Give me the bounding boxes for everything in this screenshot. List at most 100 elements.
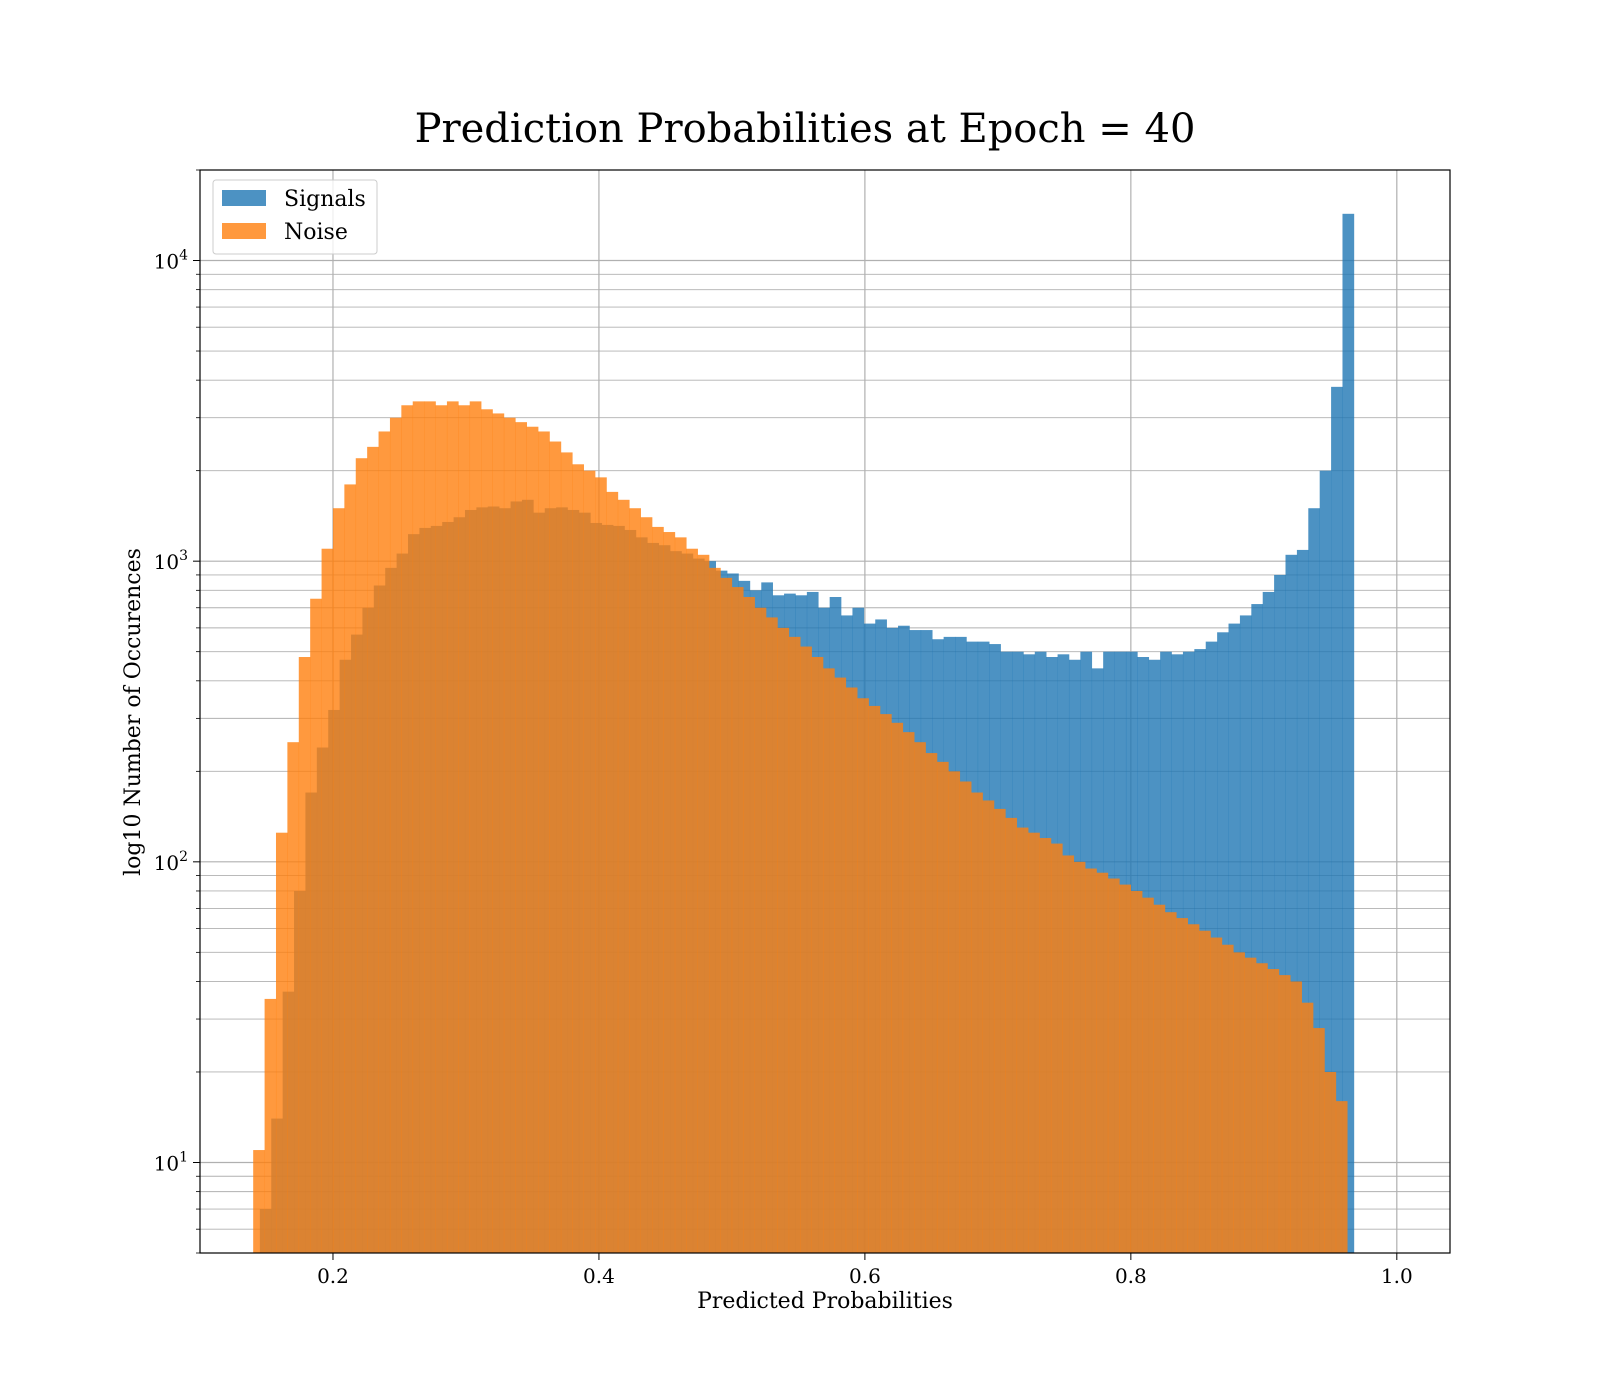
noise-bar bbox=[1096, 872, 1109, 1253]
noise-bar bbox=[1153, 904, 1166, 1253]
noise-bar bbox=[344, 484, 357, 1253]
noise-bar bbox=[1142, 897, 1154, 1253]
y-tick-label: 103 bbox=[154, 548, 188, 574]
y-tick-label: 104 bbox=[154, 248, 188, 274]
noise-bar bbox=[777, 627, 790, 1253]
noise-bar bbox=[1176, 918, 1188, 1253]
noise-bar bbox=[481, 409, 493, 1254]
noise-bar bbox=[766, 617, 778, 1253]
noise-bar bbox=[264, 998, 277, 1253]
noise-bar bbox=[401, 405, 414, 1253]
noise-bars bbox=[253, 401, 1348, 1254]
x-tick-label: 0.4 bbox=[583, 1264, 615, 1288]
noise-bar bbox=[1119, 884, 1132, 1253]
noise-bar bbox=[435, 405, 448, 1253]
noise-bar bbox=[948, 771, 961, 1253]
noise-bar bbox=[868, 705, 881, 1253]
y-tick-label: 101 bbox=[154, 1149, 188, 1175]
noise-bar bbox=[549, 441, 562, 1254]
signals-bar bbox=[1217, 632, 1229, 1253]
noise-bar bbox=[1199, 930, 1211, 1253]
noise-bar bbox=[538, 431, 550, 1253]
noise-bar bbox=[275, 832, 288, 1253]
noise-bar bbox=[1016, 827, 1029, 1253]
noise-bar bbox=[857, 698, 869, 1253]
chart-title: Prediction Probabilities at Epoch = 40 bbox=[415, 106, 1196, 152]
noise-bar bbox=[709, 567, 721, 1253]
noise-bar bbox=[697, 554, 710, 1253]
noise-bar bbox=[845, 687, 858, 1253]
noise-bar bbox=[1278, 975, 1291, 1253]
signals-bar bbox=[1308, 508, 1320, 1253]
noise-bar bbox=[686, 548, 698, 1253]
noise-bar bbox=[936, 761, 949, 1253]
x-tick-label: 1.0 bbox=[1381, 1264, 1413, 1288]
noise-bar bbox=[1187, 924, 1200, 1253]
y-tick-label: 102 bbox=[154, 849, 188, 875]
noise-bar bbox=[959, 781, 972, 1253]
noise-bar bbox=[1107, 878, 1120, 1253]
noise-bar bbox=[1244, 957, 1257, 1253]
legend-label-signals: Signals bbox=[284, 187, 366, 212]
noise-bar bbox=[503, 417, 516, 1253]
noise-bar bbox=[469, 401, 482, 1253]
noise-bar bbox=[378, 431, 391, 1253]
noise-bar bbox=[1085, 868, 1097, 1253]
noise-bar bbox=[253, 1150, 265, 1253]
noise-bar bbox=[1324, 1071, 1337, 1253]
noise-bar bbox=[640, 517, 653, 1253]
noise-bar bbox=[743, 597, 755, 1253]
signals-bar bbox=[1228, 623, 1241, 1253]
signals-bar bbox=[1319, 470, 1332, 1254]
noise-bar bbox=[310, 598, 322, 1253]
x-tick-label: 0.2 bbox=[317, 1264, 349, 1288]
noise-bar bbox=[332, 508, 345, 1253]
noise-bar bbox=[971, 792, 983, 1253]
noise-bar bbox=[298, 657, 311, 1253]
noise-bar bbox=[1256, 963, 1268, 1253]
noise-bar bbox=[1005, 817, 1018, 1253]
y-axis-label: log10 Number of Occurences bbox=[121, 548, 146, 876]
noise-bar bbox=[1290, 981, 1302, 1253]
noise-bar bbox=[1313, 1028, 1325, 1253]
noise-bar bbox=[834, 677, 847, 1253]
noise-bar bbox=[1028, 832, 1040, 1253]
signals-bar bbox=[1274, 574, 1286, 1253]
noise-bar bbox=[993, 808, 1006, 1253]
signals-bar bbox=[1262, 591, 1275, 1253]
signals-bar bbox=[1239, 615, 1252, 1253]
noise-bar bbox=[515, 422, 528, 1253]
noise-bar bbox=[595, 477, 607, 1253]
x-tick-label: 0.6 bbox=[849, 1264, 881, 1288]
noise-bar bbox=[811, 657, 824, 1253]
noise-bar bbox=[1221, 944, 1234, 1253]
legend: Signals Noise bbox=[212, 179, 378, 255]
signals-bar bbox=[1285, 554, 1298, 1253]
legend-swatch-noise bbox=[222, 223, 266, 239]
y-axis-ticks: 101 102 103 104 bbox=[154, 169, 200, 1254]
noise-bar bbox=[1210, 937, 1223, 1253]
plot-frame bbox=[199, 169, 1451, 1254]
signals-bar bbox=[1251, 604, 1264, 1253]
noise-bar bbox=[1062, 855, 1075, 1253]
noise-bar bbox=[446, 401, 459, 1253]
noise-bar bbox=[1073, 861, 1086, 1253]
noise-bar bbox=[606, 491, 619, 1253]
noise-bar bbox=[663, 532, 676, 1253]
noise-bar bbox=[800, 646, 812, 1253]
noise-bar bbox=[526, 426, 539, 1253]
noise-bar bbox=[560, 452, 573, 1253]
noise-bar bbox=[1130, 890, 1143, 1253]
noise-bar bbox=[355, 458, 368, 1253]
noise-bar bbox=[583, 470, 596, 1254]
noise-bar bbox=[617, 499, 630, 1254]
noise-bar bbox=[823, 668, 835, 1253]
legend-label-noise: Noise bbox=[284, 220, 348, 245]
noise-bar bbox=[982, 800, 995, 1253]
noise-bar bbox=[731, 587, 744, 1253]
signals-bar bbox=[1296, 549, 1309, 1253]
noise-bar bbox=[572, 464, 584, 1253]
noise-bar bbox=[674, 537, 687, 1253]
legend-swatch-signals bbox=[222, 190, 266, 206]
